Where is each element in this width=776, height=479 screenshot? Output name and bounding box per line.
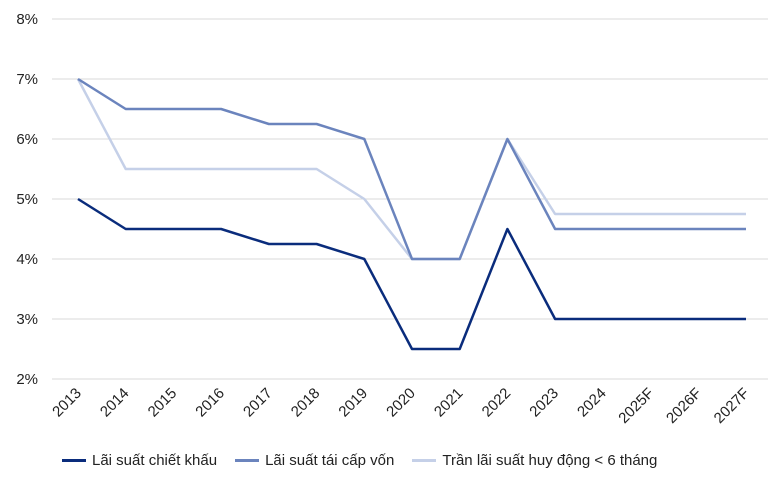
legend-item-refinancing-rate: Lãi suất tái cấp vốn: [235, 452, 394, 469]
y-tick-label: 3%: [16, 311, 38, 328]
legend-label: Trần lãi suất huy động < 6 tháng: [442, 452, 658, 469]
x-axis-ticks: 2013 2014 2015 2016 2017 2018 2019 2020 2021 2022…: [49, 385, 753, 427]
x-tick-label: 2016: [192, 385, 228, 421]
series-line: [76, 78, 746, 261]
legend-swatch: [412, 459, 437, 462]
x-tick-label: 2019: [335, 385, 371, 421]
series-lines: [76, 77, 746, 351]
x-tick-label: 2022: [479, 385, 515, 421]
legend-label: Lãi suất tái cấp vốn: [265, 452, 395, 469]
x-tick-label: 2023: [526, 385, 562, 421]
series-line: [77, 197, 746, 351]
x-tick-label: 2025F: [615, 385, 657, 427]
legend-swatch: [62, 459, 86, 462]
x-tick-label: 2013: [49, 385, 85, 421]
x-tick-label: 2020: [383, 385, 419, 421]
x-tick-label: 2014: [97, 385, 133, 421]
x-tick-label: 2017: [240, 385, 276, 421]
y-tick-label: 8%: [16, 11, 38, 28]
x-tick-label: 2018: [288, 385, 324, 421]
y-tick-label: 6%: [16, 131, 38, 148]
x-tick-label: 2026F: [663, 385, 705, 427]
y-axis-ticks: 2% 3% 4% 5% 6% 7% 8%: [16, 11, 38, 388]
y-tick-label: 5%: [16, 191, 38, 208]
legend-item-discount-rate: Lãi suất chiết khấu: [62, 452, 217, 469]
y-tick-label: 4%: [16, 251, 38, 268]
series-line: [77, 77, 746, 261]
y-tick-label: 2%: [16, 371, 38, 388]
x-tick-label: 2021: [431, 385, 467, 421]
legend: Lãi suất chiết khấu Lãi suất tái cấp vốn…: [62, 452, 675, 469]
legend-label: Lãi suất chiết khấu: [92, 452, 218, 469]
legend-swatch: [235, 459, 260, 462]
legend-item-deposit-cap: Trần lãi suất huy động < 6 tháng: [412, 452, 657, 469]
y-tick-label: 7%: [16, 71, 38, 88]
x-tick-label: 2027F: [711, 385, 753, 427]
x-tick-label: 2024: [574, 385, 610, 421]
x-tick-label: 2015: [145, 385, 181, 421]
gridlines: [52, 18, 768, 380]
